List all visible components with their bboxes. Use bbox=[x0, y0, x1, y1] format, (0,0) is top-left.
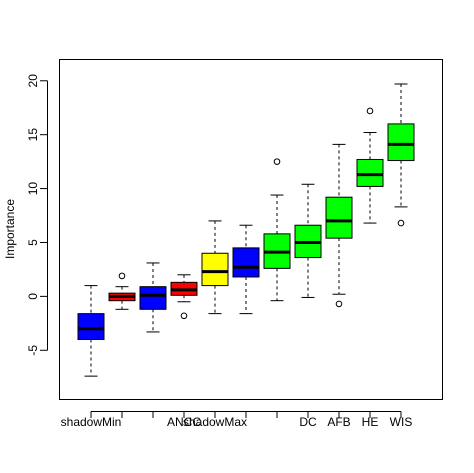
x-tick-label: shadowMin bbox=[61, 415, 122, 429]
box-body bbox=[232, 247, 260, 278]
x-tick-label: AFB bbox=[327, 415, 350, 429]
box-body bbox=[387, 123, 415, 162]
x-tick-label: HE bbox=[362, 415, 379, 429]
box-WIS bbox=[387, 83, 415, 227]
y-tick-label: 5 bbox=[26, 239, 40, 246]
box-item-6 bbox=[232, 224, 260, 315]
box-body bbox=[77, 313, 105, 340]
box-item-7 bbox=[263, 158, 291, 302]
box-shadowMax bbox=[201, 220, 229, 315]
outlier-point bbox=[335, 300, 343, 308]
x-tick-label: shadowMax bbox=[183, 415, 247, 429]
y-axis-label: Importance bbox=[3, 199, 17, 259]
y-tick-label: 15 bbox=[26, 128, 40, 142]
y-axis: -5 0 5 10 15 20 bbox=[26, 74, 48, 356]
x-tick-label: DC bbox=[299, 415, 317, 429]
box-body bbox=[325, 196, 353, 239]
outlier-point bbox=[118, 272, 126, 280]
x-tick-label: ANCC bbox=[167, 415, 201, 429]
plot-frame bbox=[59, 59, 443, 400]
box-body bbox=[201, 252, 229, 287]
box-body bbox=[356, 158, 384, 187]
box-item-2 bbox=[108, 272, 136, 310]
outlier-point bbox=[273, 158, 281, 165]
y-tick-label: 20 bbox=[26, 74, 40, 88]
box-shadowMin bbox=[77, 285, 105, 377]
box-HE bbox=[356, 107, 384, 224]
outlier-point bbox=[397, 219, 405, 227]
box-AFB bbox=[325, 143, 353, 308]
y-tick-label: 10 bbox=[26, 182, 40, 196]
outlier-point bbox=[366, 107, 374, 115]
boxplot-series bbox=[77, 83, 415, 377]
y-tick-label: 0 bbox=[26, 293, 40, 300]
box-ANCC bbox=[170, 274, 198, 320]
y-tick-label: -5 bbox=[26, 345, 40, 356]
box-body bbox=[139, 286, 167, 310]
x-tick-label: WIS bbox=[390, 415, 413, 429]
box-item-3 bbox=[139, 262, 167, 333]
outlier-point bbox=[180, 312, 188, 320]
box-DC bbox=[294, 183, 322, 298]
